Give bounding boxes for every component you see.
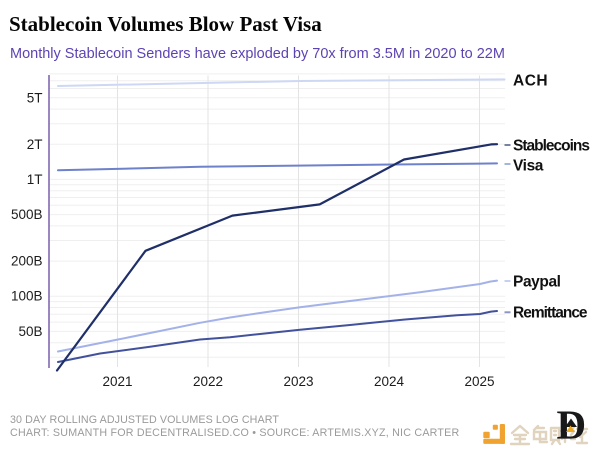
svg-text:200B: 200B [11,254,43,269]
svg-text:2021: 2021 [102,374,132,389]
svg-text:100B: 100B [11,289,43,304]
svg-text:1T: 1T [27,172,43,187]
svg-text:500B: 500B [11,207,43,222]
svg-text:2023: 2023 [283,374,313,389]
svg-text:5T: 5T [27,90,43,105]
svg-text:50B: 50B [18,324,42,339]
svg-text:2024: 2024 [374,374,405,389]
svg-text:2025: 2025 [464,374,494,389]
svg-text:2T: 2T [27,137,43,152]
svg-text:2022: 2022 [193,374,223,389]
